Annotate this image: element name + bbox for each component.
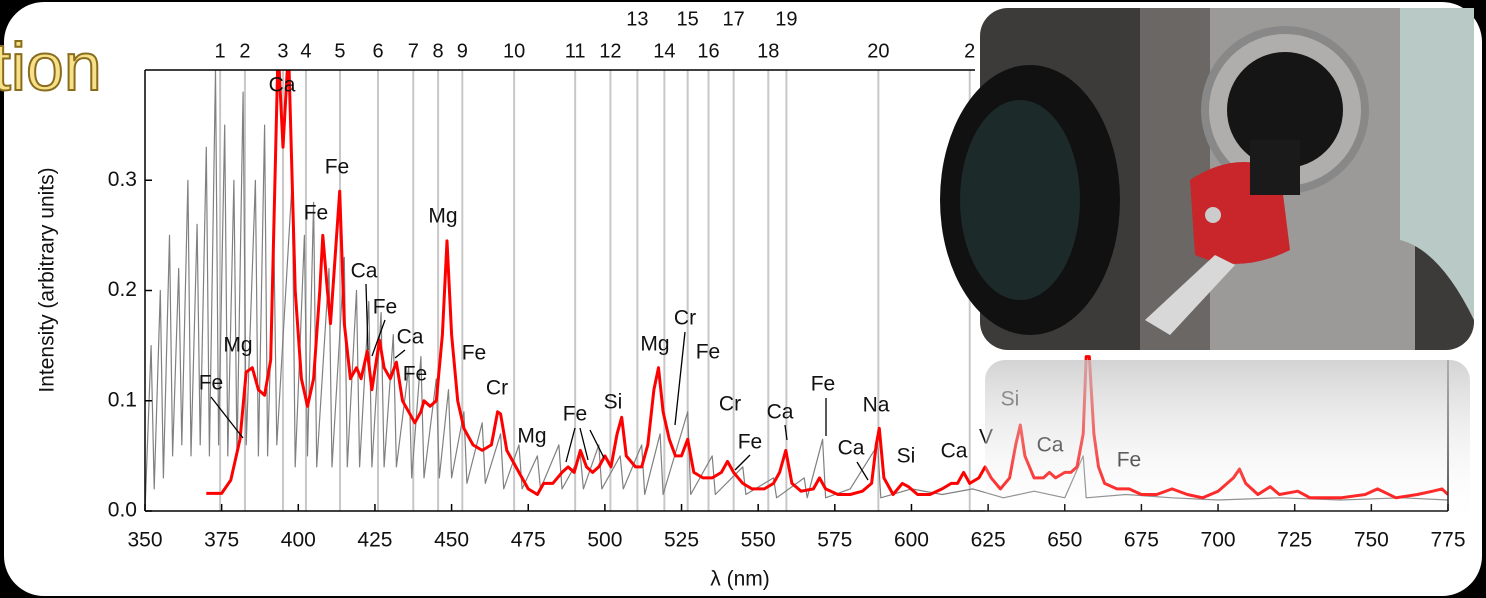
x-tick-label: 775 bbox=[1430, 529, 1465, 552]
peak-label: Mg bbox=[640, 333, 669, 356]
y-tick-label: 0.2 bbox=[108, 278, 137, 301]
reference-label: 20 bbox=[867, 40, 889, 62]
x-tick-label: 425 bbox=[357, 529, 392, 552]
reference-label: 10 bbox=[503, 40, 525, 62]
x-tick-label: 700 bbox=[1201, 529, 1236, 552]
y-axis-label: Intensity (arbitrary units) bbox=[36, 167, 59, 392]
y-tick-label: 0.1 bbox=[108, 388, 137, 411]
reference-label: 2 bbox=[964, 40, 975, 62]
reference-label: 19 bbox=[775, 8, 797, 30]
x-tick-label: 375 bbox=[204, 529, 239, 552]
reference-label: 17 bbox=[723, 8, 745, 30]
photo-camera-lens bbox=[1250, 140, 1300, 195]
peak-label: Cr bbox=[486, 377, 508, 400]
peak-label: Si bbox=[897, 445, 916, 468]
photo-lens-glass bbox=[960, 100, 1080, 300]
reference-label: 18 bbox=[757, 40, 779, 62]
peak-label: Fe bbox=[373, 296, 398, 319]
peak-label: Fe bbox=[325, 156, 350, 179]
reference-label: 8 bbox=[433, 40, 444, 62]
page: {"chart_data": {"type": "line", "title_f… bbox=[0, 0, 1486, 598]
x-tick-label: 450 bbox=[434, 529, 469, 552]
reference-label: 14 bbox=[653, 40, 675, 62]
peak-label: Fe bbox=[563, 403, 588, 426]
peak-label: Mg bbox=[428, 205, 457, 228]
x-tick-label: 575 bbox=[817, 529, 852, 552]
peak-label: Fe bbox=[403, 363, 428, 386]
x-axis-label: λ (nm) bbox=[710, 568, 770, 591]
reference-label: 1 bbox=[215, 40, 226, 62]
x-tick-label: 525 bbox=[664, 529, 699, 552]
title-fragment: tion bbox=[0, 29, 102, 105]
peak-label: Mg bbox=[517, 425, 546, 448]
peak-label: Fe bbox=[811, 373, 836, 396]
peak-label: Fe bbox=[738, 431, 763, 454]
peak-label: Ca bbox=[269, 74, 296, 97]
peak-label: Ca bbox=[941, 440, 968, 463]
reference-label: 12 bbox=[599, 40, 621, 62]
peak-label: Mg bbox=[223, 334, 252, 357]
x-tick-label: 675 bbox=[1124, 529, 1159, 552]
x-tick-label: 625 bbox=[971, 529, 1006, 552]
peak-label: Ca bbox=[838, 437, 865, 460]
y-tick-label: 0.3 bbox=[108, 168, 137, 191]
x-tick-label: 400 bbox=[281, 529, 316, 552]
reference-label: 9 bbox=[457, 40, 468, 62]
peak-label: Fe bbox=[304, 202, 329, 225]
peak-label: Cr bbox=[719, 393, 741, 416]
x-tick-label: 600 bbox=[894, 529, 929, 552]
peak-label: Ca bbox=[767, 401, 794, 424]
reference-label: 13 bbox=[626, 8, 648, 30]
reference-label: 16 bbox=[697, 40, 719, 62]
x-tick-label: 475 bbox=[511, 529, 546, 552]
x-tick-label: 500 bbox=[587, 529, 622, 552]
chart: 1234567891011121314151617181920235037540… bbox=[0, 0, 1486, 598]
reference-label: 7 bbox=[408, 40, 419, 62]
photo-screw bbox=[1205, 207, 1221, 223]
y-tick-label: 0.0 bbox=[108, 499, 137, 522]
peak-label: Si bbox=[604, 391, 623, 414]
peak-label: Fe bbox=[696, 341, 721, 364]
peak-label: Fe bbox=[462, 342, 487, 365]
peak-label: Cr bbox=[674, 307, 696, 330]
reference-label: 4 bbox=[300, 40, 311, 62]
photo-reflection bbox=[985, 360, 1470, 530]
peak-label: Na bbox=[863, 394, 890, 417]
photo-inset bbox=[940, 8, 1474, 350]
x-tick-label: 550 bbox=[741, 529, 776, 552]
peak-label: Ca bbox=[351, 260, 378, 283]
reference-label: 11 bbox=[565, 40, 586, 62]
x-tick-label: 750 bbox=[1354, 529, 1389, 552]
x-tick-label: 350 bbox=[127, 529, 162, 552]
reference-label: 3 bbox=[277, 40, 288, 62]
reference-label: 2 bbox=[239, 40, 250, 62]
reference-label: 6 bbox=[372, 40, 383, 62]
peak-label: Fe bbox=[199, 372, 224, 395]
peak-label: Ca bbox=[397, 326, 424, 349]
reference-label: 5 bbox=[334, 40, 345, 62]
x-tick-label: 650 bbox=[1047, 529, 1082, 552]
x-tick-label: 725 bbox=[1277, 529, 1312, 552]
reference-label: 15 bbox=[677, 8, 699, 30]
